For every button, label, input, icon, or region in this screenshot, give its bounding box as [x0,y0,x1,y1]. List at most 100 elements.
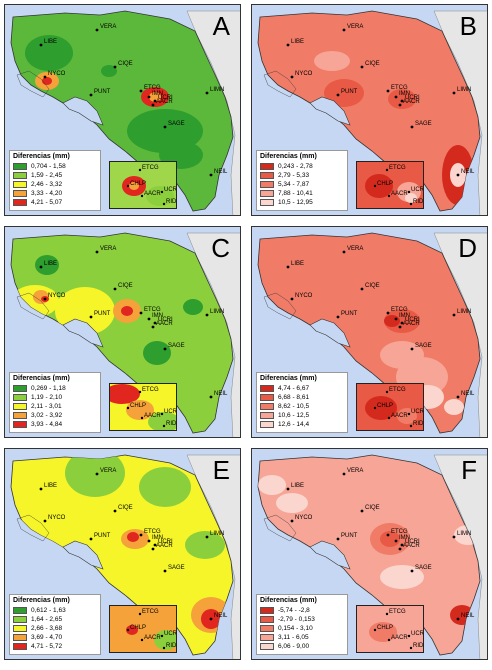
zone [384,315,400,327]
legend-swatch [13,163,27,170]
inset-station-dot [160,190,164,194]
legend-row: 3,33 - 4,20 [13,189,97,198]
legend-swatch [13,190,27,197]
station-label: LIBE [44,39,57,45]
inset-station-label: AACR [391,635,408,641]
station-label: NYCO [295,71,313,77]
station-dot [360,509,364,513]
inset-station-label: AACR [144,413,161,419]
legend-label: 5,34 - 7,87 [278,181,310,188]
legend-row: 0,269 - 1,18 [13,384,97,393]
inset-station-dot [385,390,389,394]
zone [183,299,203,315]
inset-station-label: CHLP [130,625,146,631]
station-dot [89,93,93,97]
station-label: CIQE [365,505,380,511]
station-label: LIMN [210,309,224,315]
station-dot [139,89,143,93]
inset-station-dot [407,190,411,194]
zone [258,475,286,495]
inset-station-dot [373,406,377,410]
station-label: NEIL [214,391,228,397]
zone [121,306,133,316]
legend-label: 6,06 - 9,00 [278,643,310,650]
panel-letter: B [459,11,477,41]
gulf-water [62,318,104,348]
station-label: LIBE [291,39,304,45]
legend-swatch [13,412,27,419]
legend-label: 3,69 - 4,70 [31,634,63,641]
station-label: NEIL [214,169,228,175]
inset-station-dot [407,634,411,638]
legend-swatch [13,199,27,206]
station-dot [342,250,346,254]
country-shape [257,10,481,212]
station-label: ETCG [391,529,408,535]
station-dot [147,95,151,99]
inset-station-dot [160,634,164,638]
zone [324,79,364,107]
map-panel-e: VERA LIBE CIQE NYCO PUNT ETCG UCRI IMN AACR LIMN S… [4,448,241,660]
coast-line [16,292,50,320]
station-label: IMN [399,91,410,97]
station-dot [153,321,157,325]
station-label: SAGE [415,565,432,571]
station-label: PUNT [341,89,358,95]
coast-line [16,514,50,542]
legend-row: 8,62 - 10,5 [260,402,344,411]
map-panel-f: VERA LIBE CIQE NYCO PUNT ETCG UCRI IMN AACR LIMN S… [251,448,488,660]
zone [314,51,350,71]
legend-swatch [13,181,27,188]
neighbor-land [186,232,240,437]
legend-title: Diferencias (mm) [13,597,70,604]
legend-title: Diferencias (mm) [260,597,317,604]
station-label: IMN [399,535,410,541]
neighbor-land [186,10,240,215]
station-dot [89,315,93,319]
legend-label: 3,93 - 4,84 [31,421,63,428]
station-label: VERA [100,468,116,474]
inset-zone [369,622,397,642]
zone [65,455,125,497]
legend-swatch [260,163,274,170]
station-dot [113,509,117,513]
station-dot [360,65,364,69]
station-dot [286,43,290,47]
legend-swatch [13,643,27,650]
legend-row: 0,154 - 3,10 [260,624,344,633]
inset-station-dot [160,412,164,416]
station-label: VERA [100,246,116,252]
legend-label: 1,59 - 2,45 [31,172,63,179]
station-dot [151,103,155,107]
station-label: PUNT [94,311,111,317]
legend-row: 2,46 - 3,32 [13,180,97,189]
station-dot [151,547,155,551]
legend-swatch [260,190,274,197]
inset-station-label: ETCG [142,387,159,393]
inset-station-dot [126,628,130,632]
panel-letter: D [458,233,477,263]
zones [258,475,480,625]
legend-swatch [260,421,274,428]
zone [25,35,73,71]
zone [384,309,420,333]
station-dot [209,395,213,399]
station-dot [151,325,155,329]
station-label: AACR [156,321,173,327]
station-dot [290,519,294,523]
inset-station-dot [387,638,391,642]
station-dot [163,347,167,351]
station-label: NEIL [461,613,475,619]
legend-swatch [260,172,274,179]
station-label: NYCO [48,71,66,77]
station-dot [452,313,456,317]
station-label: UCRI [158,317,173,323]
inset-station-label: ETCG [142,609,159,615]
station-dot [410,347,414,351]
legend-row: 2,66 - 3,68 [13,624,97,633]
station-label: UCRI [405,317,420,323]
inset-station-label: ETCG [142,165,159,171]
